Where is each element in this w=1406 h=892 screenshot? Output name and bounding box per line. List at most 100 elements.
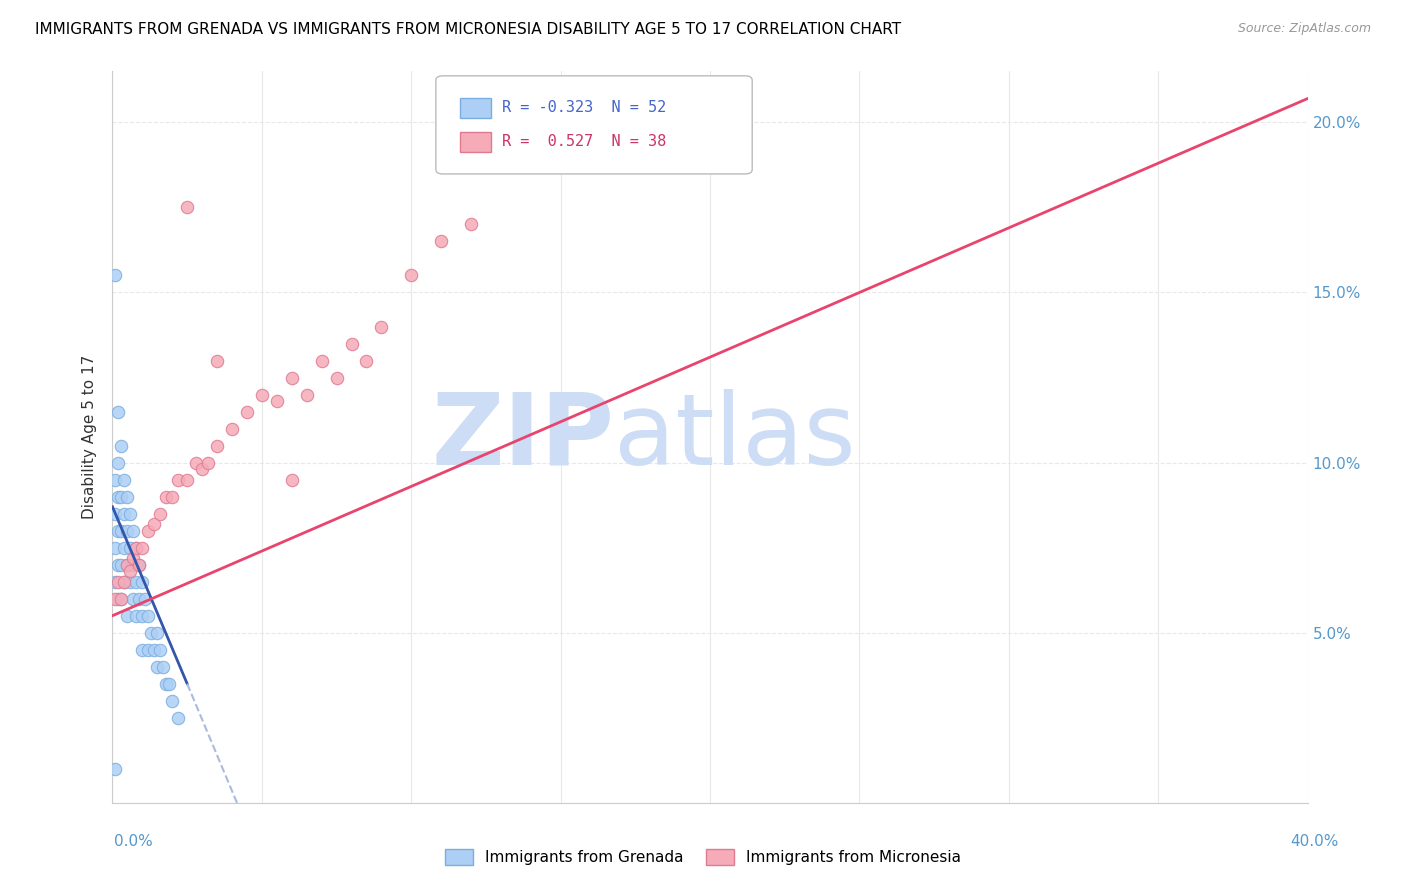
Point [157,677,180,691]
Text: ZIP: ZIP [432,389,614,485]
Point [295,387,318,401]
Point [205,439,228,453]
Point [221,421,243,435]
Point [149,642,172,657]
Point [114,574,135,589]
Point [325,370,347,384]
Point [114,507,135,521]
Text: 40.0%: 40.0% [1291,834,1339,848]
Legend: Immigrants from Grenada, Immigrants from Micronesia: Immigrants from Grenada, Immigrants from… [439,843,967,871]
Point [152,659,174,673]
Point [125,541,148,555]
Point [104,507,127,521]
Point [250,387,273,401]
Point [167,473,190,487]
Point [107,404,129,418]
Point [266,394,288,409]
Point [117,524,139,538]
Point [143,516,166,531]
Point [186,456,208,470]
Y-axis label: Disability Age 5 to 17: Disability Age 5 to 17 [82,355,97,519]
Point [120,565,142,579]
Point [236,404,259,418]
Point [128,558,150,572]
Point [117,608,139,623]
Point [110,591,132,606]
Point [162,490,183,504]
Point [146,659,169,673]
Point [122,591,145,606]
Point [104,473,127,487]
Point [143,642,166,657]
Point [125,608,148,623]
Point [281,370,304,384]
Point [340,336,363,351]
Point [120,541,142,555]
Point [141,625,163,640]
Point [460,218,482,232]
Point [149,507,172,521]
Point [117,490,139,504]
Point [155,490,177,504]
Point [107,558,129,572]
Point [176,473,198,487]
Point [138,608,160,623]
Point [117,558,139,572]
Text: Source: ZipAtlas.com: Source: ZipAtlas.com [1237,22,1371,36]
Point [107,574,129,589]
Text: atlas: atlas [614,389,856,485]
Point [134,591,156,606]
Point [110,591,132,606]
Point [122,524,145,538]
Point [128,591,150,606]
Point [430,235,453,249]
Point [176,201,198,215]
Point [104,268,127,283]
Point [107,524,129,538]
Point [197,456,219,470]
Text: 0.0%: 0.0% [114,834,153,848]
Text: IMMIGRANTS FROM GRENADA VS IMMIGRANTS FROM MICRONESIA DISABILITY AGE 5 TO 17 COR: IMMIGRANTS FROM GRENADA VS IMMIGRANTS FR… [35,22,901,37]
Point [114,473,135,487]
Point [281,473,304,487]
Point [110,524,132,538]
Point [125,541,148,555]
Point [104,591,127,606]
Point [120,574,142,589]
Point [120,507,142,521]
Point [131,541,153,555]
Point [131,608,153,623]
Point [146,625,169,640]
Point [191,462,214,476]
Point [131,574,153,589]
Point [155,677,177,691]
Point [110,439,132,453]
Point [138,642,160,657]
Point [356,353,378,368]
Point [138,524,160,538]
Point [107,591,129,606]
Point [107,456,129,470]
Point [131,642,153,657]
Point [311,353,333,368]
Point [128,558,150,572]
Point [107,490,129,504]
Point [104,574,127,589]
Point [117,558,139,572]
Point [110,558,132,572]
Point [370,319,392,334]
Point [125,574,148,589]
Point [104,762,127,776]
Point [122,558,145,572]
Point [104,541,127,555]
Point [167,711,190,725]
Text: R = -0.323  N = 52: R = -0.323 N = 52 [502,101,666,115]
Point [110,490,132,504]
Point [122,550,145,565]
Point [114,541,135,555]
Text: R =  0.527  N = 38: R = 0.527 N = 38 [502,135,666,149]
Point [401,268,423,283]
Point [114,574,135,589]
Point [205,353,228,368]
Point [162,694,183,708]
